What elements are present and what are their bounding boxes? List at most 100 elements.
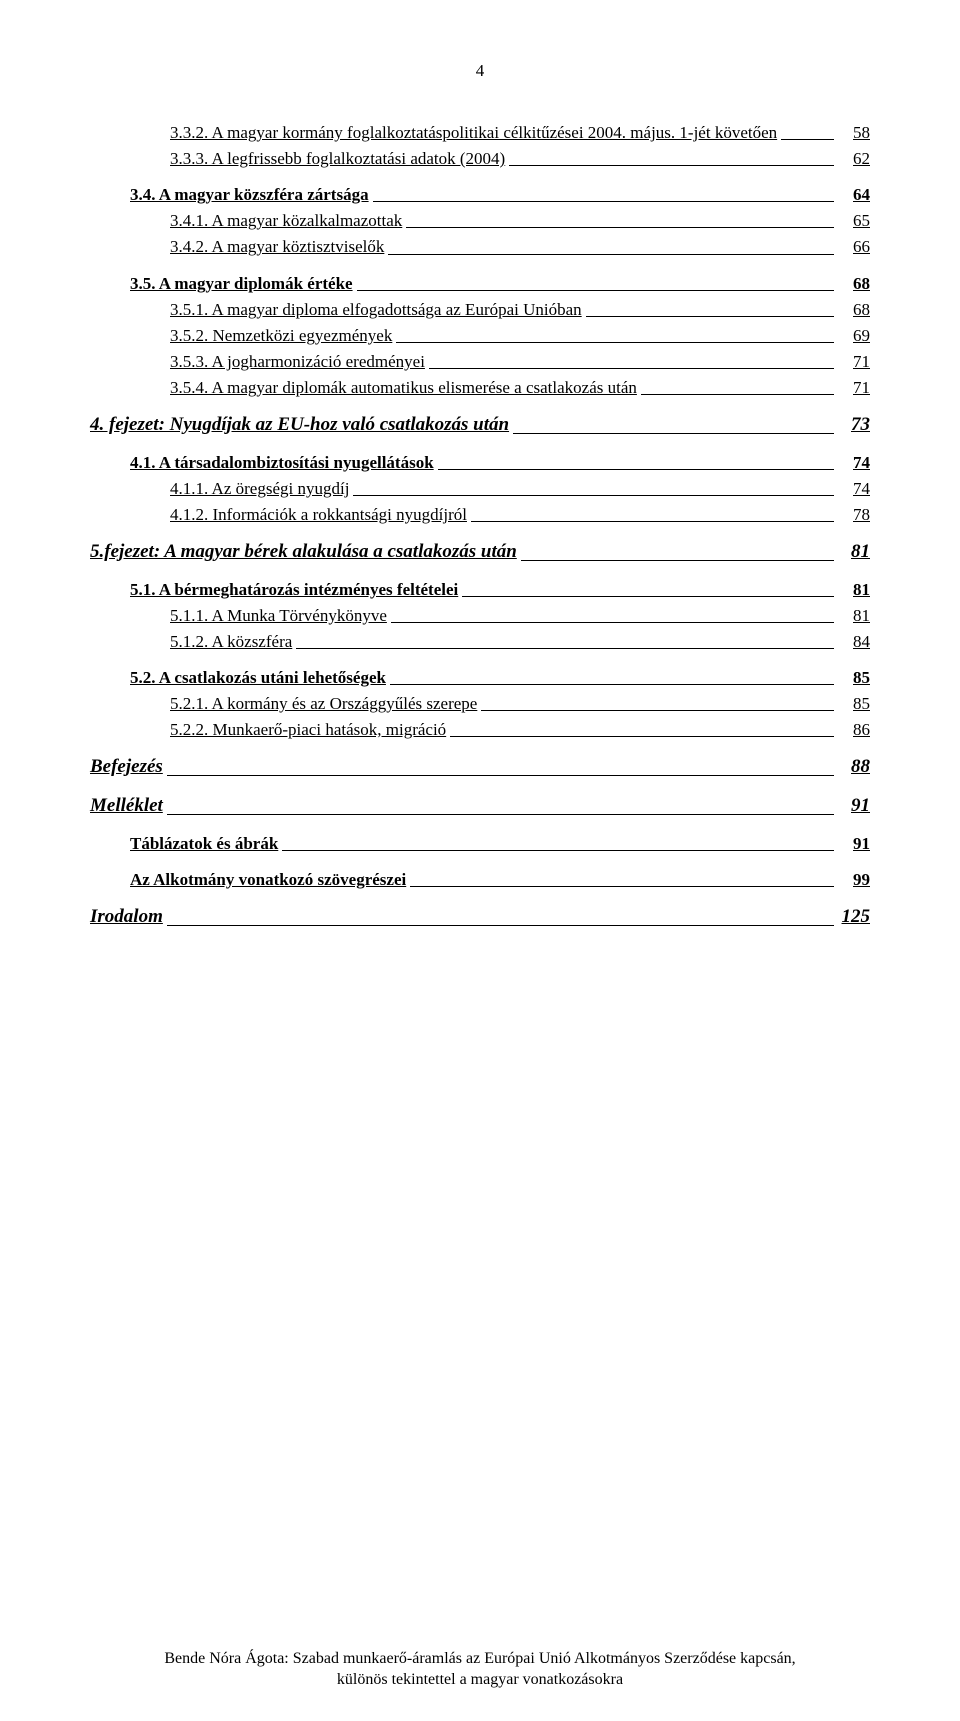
toc-entry-page: 85 [838,667,870,689]
toc-entry-page: 65 [838,210,870,232]
toc-entry-page: 66 [838,236,870,258]
toc-leader-line [167,814,834,815]
toc-entry-title: 5.1.1. A Munka Törvénykönyve [170,605,387,627]
toc-leader-line [513,433,834,434]
toc-entry-title: 4.1. A társadalombiztosítási nyugellátás… [130,452,434,474]
toc-entry: Melléklet 91 [90,794,870,819]
toc-entry: 3.3.2. A magyar kormány foglalkoztatáspo… [170,122,870,144]
toc-leader-line [167,925,834,926]
toc-leader-line [521,560,834,561]
toc-entry: 3.4. A magyar közszféra zártsága 64 [130,184,870,206]
toc-leader-line [410,886,834,887]
toc-entry-title: 5.2.2. Munkaerő-piaci hatások, migráció [170,719,446,741]
page-number: 4 [90,60,870,82]
toc-entry-title: 3.5.4. A magyar diplomák automatikus eli… [170,377,637,399]
toc-leader-line [391,622,834,623]
toc-entry-page: 86 [838,719,870,741]
toc-entry: 3.4.2. A magyar köztisztviselők 66 [170,236,870,258]
toc-leader-line [282,850,834,851]
toc-entry-page: 91 [838,794,870,819]
toc-entry: 4. fejezet: Nyugdíjak az EU-hoz való csa… [90,413,870,438]
toc-entry-page: 71 [838,377,870,399]
toc-leader-line [429,368,834,369]
toc-entry: 5.fejezet: A magyar bérek alakulása a cs… [90,540,870,565]
toc-leader-line [390,684,834,685]
toc-entry-title: 3.5.2. Nemzetközi egyezmények [170,325,392,347]
toc-entry-title: 3.5.1. A magyar diploma elfogadottsága a… [170,299,582,321]
toc-entry-page: 81 [838,605,870,627]
toc-entry-page: 81 [838,579,870,601]
toc-entry-title: Irodalom [90,905,163,930]
toc-entry-page: 99 [838,869,870,891]
toc-entry-title: 5.fejezet: A magyar bérek alakulása a cs… [90,540,517,565]
toc-entry: 3.5.3. A jogharmonizáció eredményei 71 [170,351,870,373]
toc-leader-line [396,342,834,343]
toc-entry-title: 3.3.3. A legfrissebb foglalkoztatási ada… [170,148,505,170]
toc-entry: 3.5.4. A magyar diplomák automatikus eli… [170,377,870,399]
toc-entry: Befejezés 88 [90,755,870,780]
toc-entry-page: 62 [838,148,870,170]
toc-entry: Irodalom125 [90,905,870,930]
toc-entry-page: 81 [838,540,870,565]
toc-leader-line [481,710,834,711]
toc-entry-title: 5.2.1. A kormány és az Országgyűlés szer… [170,693,477,715]
toc-leader-line [406,227,834,228]
toc-entry-title: 3.4.1. A magyar közalkalmazottak [170,210,402,232]
toc-entry: 4.1. A társadalombiztosítási nyugellátás… [130,452,870,474]
toc-entry-title: Az Alkotmány vonatkozó szövegrészei [130,869,406,891]
toc-entry: 3.5.2. Nemzetközi egyezmények 69 [170,325,870,347]
toc-leader-line [388,254,834,255]
toc-entry: 3.5.1. A magyar diploma elfogadottsága a… [170,299,870,321]
toc-entry-title: 4. fejezet: Nyugdíjak az EU-hoz való csa… [90,413,509,438]
toc-entry-title: 3.4.2. A magyar köztisztviselők [170,236,384,258]
toc-entry-title: Melléklet [90,794,163,819]
toc-entry-page: 71 [838,351,870,373]
toc-entry: 5.1.2. A közszféra84 [170,631,870,653]
toc-entry-page: 74 [838,478,870,500]
footer-line-1: Bende Nóra Ágota: Szabad munkaerő-áramlá… [90,1649,870,1670]
toc-entry: Az Alkotmány vonatkozó szövegrészei 99 [130,869,870,891]
toc-leader-line [296,648,834,649]
page-footer: Bende Nóra Ágota: Szabad munkaerő-áramlá… [90,1649,870,1691]
toc-entry-title: Befejezés [90,755,163,780]
toc-entry-page: 91 [838,833,870,855]
toc-leader-line [450,736,834,737]
toc-entry: 5.2.1. A kormány és az Országgyűlés szer… [170,693,870,715]
toc-entry-page: 68 [838,273,870,295]
toc-entry: 3.3.3. A legfrissebb foglalkoztatási ada… [170,148,870,170]
toc-leader-line [586,316,834,317]
toc-entry-title: 3.4. A magyar közszféra zártsága [130,184,369,206]
footer-line-2: különös tekintettel a magyar vonatkozáso… [90,1670,870,1691]
toc-entry: 5.2.2. Munkaerő-piaci hatások, migráció 8… [170,719,870,741]
toc-entry: 5.1. A bérmeghatározás intézményes felté… [130,579,870,601]
toc-entry: Táblázatok és ábrák 91 [130,833,870,855]
toc-entry-title: Táblázatok és ábrák [130,833,278,855]
toc-leader-line [438,469,834,470]
table-of-contents: 3.3.2. A magyar kormány foglalkoztatáspo… [90,122,870,929]
toc-entry-title: 3.5.3. A jogharmonizáció eredményei [170,351,425,373]
toc-entry-page: 68 [838,299,870,321]
toc-entry-page: 69 [838,325,870,347]
toc-entry-page: 78 [838,504,870,526]
toc-entry-page: 64 [838,184,870,206]
toc-entry-title: 3.5. A magyar diplomák értéke [130,273,353,295]
toc-entry-title: 4.1.1. Az öregségi nyugdíj [170,478,349,500]
toc-entry-page: 73 [838,413,870,438]
toc-leader-line [357,290,834,291]
toc-leader-line [509,165,834,166]
toc-leader-line [641,394,834,395]
toc-entry: 4.1.1. Az öregségi nyugdíj 74 [170,478,870,500]
toc-entry-title: 5.1.2. A közszféra [170,631,292,653]
toc-entry: 3.5. A magyar diplomák értéke 68 [130,273,870,295]
toc-entry-title: 5.2. A csatlakozás utáni lehetőségek [130,667,386,689]
toc-entry: 4.1.2. Információk a rokkantsági nyugdíj… [170,504,870,526]
toc-entry-title: 4.1.2. Információk a rokkantsági nyugdíj… [170,504,467,526]
toc-entry: 5.1.1. A Munka Törvénykönyve 81 [170,605,870,627]
toc-entry-title: 5.1. A bérmeghatározás intézményes felté… [130,579,458,601]
toc-entry-page: 74 [838,452,870,474]
toc-entry-title: 3.3.2. A magyar kormány foglalkoztatáspo… [170,122,777,144]
toc-entry-page: 58 [838,122,870,144]
toc-entry-page: 85 [838,693,870,715]
toc-entry: 5.2. A csatlakozás utáni lehetőségek 85 [130,667,870,689]
toc-entry-page: 88 [838,755,870,780]
